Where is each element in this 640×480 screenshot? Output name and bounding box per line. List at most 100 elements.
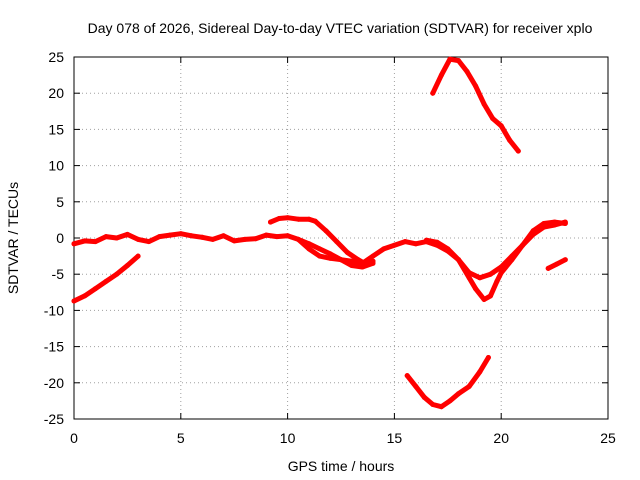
data-point — [473, 83, 479, 89]
x-tick-label: 20 — [493, 430, 509, 446]
data-point — [481, 101, 487, 107]
data-point — [466, 383, 472, 389]
data-point — [445, 246, 451, 252]
chart-title: Day 078 of 2026, Sidereal Day-to-day VTE… — [88, 20, 593, 36]
data-point — [562, 257, 568, 263]
data-point — [391, 242, 397, 248]
data-point — [327, 251, 333, 257]
x-tick-label: 15 — [387, 430, 403, 446]
data-point — [338, 257, 344, 263]
data-point — [485, 355, 491, 360]
data-point — [490, 116, 496, 121]
data-point — [268, 219, 273, 225]
data-point — [124, 231, 130, 237]
data-point — [71, 241, 77, 247]
data-point — [520, 242, 526, 248]
data-point — [456, 391, 461, 397]
data-point — [317, 253, 323, 259]
data-point — [464, 69, 470, 74]
data-point — [199, 234, 205, 240]
data-point — [498, 270, 504, 276]
data-point — [477, 275, 483, 281]
data-point — [317, 246, 323, 252]
data-point — [530, 231, 536, 237]
series-trace-g — [404, 355, 491, 410]
data-point — [210, 236, 216, 242]
x-axis-label: GPS time / hours — [288, 458, 395, 474]
data-point — [135, 253, 141, 259]
data-point — [178, 231, 184, 237]
y-tick-label: -5 — [52, 266, 65, 282]
y-tick-label: -20 — [44, 375, 64, 391]
tick-marks — [73, 56, 609, 420]
data-point — [515, 148, 521, 154]
data-point — [430, 402, 436, 407]
data-point — [438, 404, 444, 410]
data-point — [274, 234, 280, 240]
data-point — [92, 239, 98, 245]
data-point — [421, 394, 427, 400]
data-point — [488, 271, 493, 277]
data-point — [124, 263, 130, 268]
data-point — [92, 286, 98, 292]
y-tick-label: 25 — [48, 49, 64, 65]
series-line — [423, 219, 568, 302]
data-point — [541, 224, 547, 230]
x-tick-label: 25 — [600, 430, 616, 446]
x-tick-label: 10 — [280, 430, 296, 446]
data-point — [381, 246, 387, 252]
data-point — [263, 232, 269, 238]
data-point — [114, 271, 120, 277]
data-point — [447, 398, 453, 404]
data-point — [82, 293, 88, 299]
data-point — [434, 239, 440, 245]
series-trace-h — [545, 257, 568, 271]
data-point — [306, 246, 312, 252]
data-point — [334, 239, 340, 245]
data-point — [498, 123, 504, 129]
data-point — [114, 235, 120, 241]
data-point — [447, 56, 453, 62]
data-point — [404, 373, 410, 379]
data-point — [507, 137, 513, 143]
data-point — [359, 264, 365, 270]
x-tick-labels: 0 5 10 15 20 25 — [70, 430, 616, 446]
data-point — [242, 236, 248, 242]
y-tick-label: 5 — [56, 194, 64, 210]
y-axis-label: SDTVAR / TECUs — [5, 182, 21, 294]
data-point — [189, 233, 194, 239]
y-tick-label: 0 — [56, 230, 64, 246]
data-point — [456, 58, 461, 64]
x-tick-label: 0 — [70, 430, 78, 446]
data-point — [370, 253, 376, 259]
data-point — [306, 241, 312, 247]
data-series — [71, 56, 568, 410]
data-point — [466, 275, 472, 281]
data-point — [509, 257, 515, 263]
data-point — [477, 369, 483, 375]
data-point — [306, 216, 312, 222]
series-trace-d — [423, 219, 568, 302]
y-tick-label: 15 — [48, 121, 64, 137]
data-point — [554, 261, 560, 267]
series-line — [404, 355, 491, 410]
data-point — [146, 239, 152, 245]
data-point — [156, 234, 162, 240]
data-point — [344, 250, 350, 255]
data-point — [355, 257, 361, 263]
y-tick-label: -15 — [44, 339, 64, 355]
data-point — [402, 239, 408, 245]
series-trace-b — [268, 215, 376, 266]
data-point — [103, 234, 109, 240]
y-tick-label: 20 — [48, 85, 64, 101]
data-point — [276, 216, 282, 221]
series-trace-e — [71, 253, 141, 304]
data-point — [285, 215, 291, 221]
data-point — [285, 233, 291, 239]
y-tick-label: -25 — [44, 411, 64, 427]
data-point — [295, 236, 301, 242]
data-point — [82, 238, 88, 244]
data-point — [423, 237, 429, 243]
